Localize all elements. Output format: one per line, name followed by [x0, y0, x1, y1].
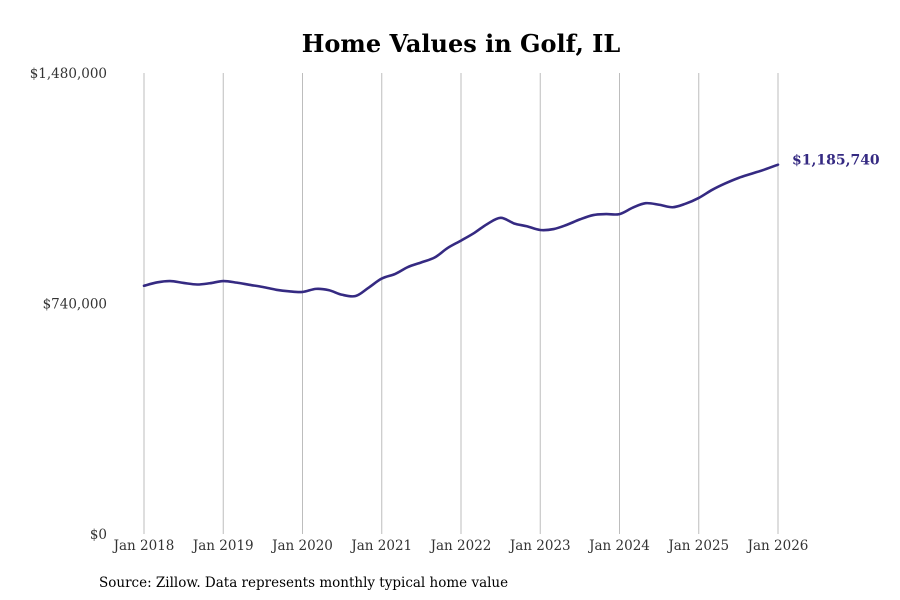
x-tick-label: Jan 2025 — [666, 538, 729, 554]
x-tick-label: Jan 2021 — [349, 538, 412, 554]
y-tick-label: $740,000 — [43, 297, 107, 313]
x-axis-ticks: Jan 2018 Jan 2019 Jan 2020 Jan 2021 Jan 2022… — [112, 538, 809, 554]
chart-title: Home Values in Golf, IL — [302, 29, 621, 58]
x-tick-label: Jan 2018 — [112, 538, 175, 554]
y-tick-label: $1,480,000 — [30, 66, 107, 82]
x-tick-label: Jan 2019 — [191, 538, 254, 554]
y-tick-label: $0 — [90, 527, 107, 543]
source-note: Source: Zillow. Data represents monthly … — [99, 575, 508, 591]
x-tick-label: Jan 2024 — [587, 538, 650, 554]
y-axis-ticks: $0 $740,000 $1,480,000 — [30, 66, 107, 543]
x-tick-label: Jan 2023 — [508, 538, 571, 554]
series-line — [142, 163, 780, 298]
series-group — [142, 163, 780, 298]
x-tick-label: Jan 2022 — [429, 538, 492, 554]
gridlines — [143, 73, 779, 534]
x-tick-label: Jan 2026 — [746, 538, 809, 554]
annotations: $1,185,740 — [792, 153, 880, 169]
x-tick-label: Jan 2020 — [270, 538, 333, 554]
end-value-label: $1,185,740 — [792, 153, 880, 169]
